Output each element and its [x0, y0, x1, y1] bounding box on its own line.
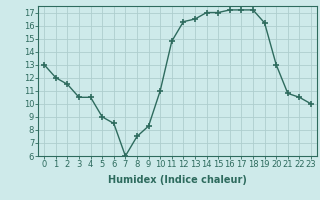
X-axis label: Humidex (Indice chaleur): Humidex (Indice chaleur): [108, 175, 247, 185]
